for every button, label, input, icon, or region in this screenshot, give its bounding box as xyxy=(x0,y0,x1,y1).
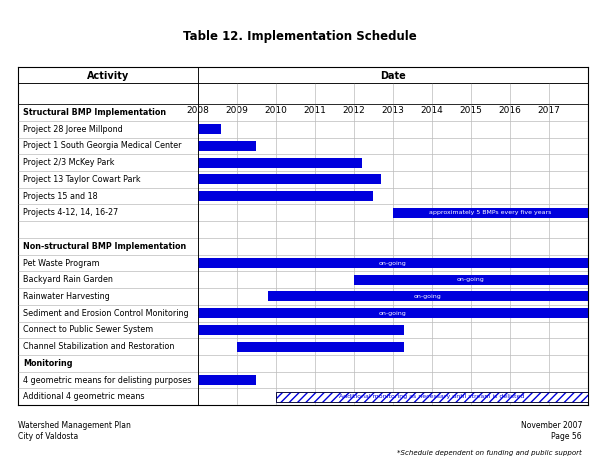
Text: Structural BMP Implementation: Structural BMP Implementation xyxy=(23,108,167,117)
Text: approximately 5 BMPs every five years: approximately 5 BMPs every five years xyxy=(429,210,551,215)
Text: Activity: Activity xyxy=(86,71,129,81)
Bar xyxy=(197,191,373,201)
Bar xyxy=(197,175,381,184)
Bar xyxy=(197,308,588,318)
Text: Connect to Public Sewer System: Connect to Public Sewer System xyxy=(23,325,154,334)
Bar xyxy=(354,275,588,285)
Bar xyxy=(236,342,404,351)
Bar xyxy=(275,392,588,402)
Text: Rainwater Harvesting: Rainwater Harvesting xyxy=(23,292,110,301)
Text: Date: Date xyxy=(380,71,406,81)
Text: Non-structural BMP Implementation: Non-structural BMP Implementation xyxy=(23,242,187,251)
Text: Additional 4 geometric means: Additional 4 geometric means xyxy=(23,392,145,401)
Text: Projects 4-12, 14, 16-27: Projects 4-12, 14, 16-27 xyxy=(23,208,119,217)
Text: Pet Waste Program: Pet Waste Program xyxy=(23,258,100,268)
Bar xyxy=(197,375,256,385)
Text: Sediment and Erosion Control Monitoring: Sediment and Erosion Control Monitoring xyxy=(23,309,189,318)
Bar xyxy=(197,141,256,151)
Bar xyxy=(268,291,588,301)
Bar xyxy=(197,158,362,168)
Text: *Schedule dependent on funding and public support: *Schedule dependent on funding and publi… xyxy=(397,450,582,456)
Bar xyxy=(275,392,588,402)
Text: Watershed Management Plan
City of Valdosta: Watershed Management Plan City of Valdos… xyxy=(18,421,131,441)
Text: on-going: on-going xyxy=(379,311,407,316)
Text: Project 2/3 McKey Park: Project 2/3 McKey Park xyxy=(23,158,115,167)
Text: November 2007
Page 56: November 2007 Page 56 xyxy=(521,421,582,441)
Text: Additional monitoring as necessary until stream is delisted: Additional monitoring as necessary until… xyxy=(339,394,524,399)
Text: on-going: on-going xyxy=(414,294,442,299)
Bar xyxy=(197,325,404,335)
Text: Table 12. Implementation Schedule: Table 12. Implementation Schedule xyxy=(183,30,417,43)
Text: Project 28 Joree Millpond: Project 28 Joree Millpond xyxy=(23,125,123,134)
Bar xyxy=(197,124,221,134)
Text: Backyard Rain Garden: Backyard Rain Garden xyxy=(23,275,113,284)
Text: Projects 15 and 18: Projects 15 and 18 xyxy=(23,192,98,200)
Bar xyxy=(393,208,588,218)
Bar xyxy=(197,258,588,268)
Text: 4 geometric means for delisting purposes: 4 geometric means for delisting purposes xyxy=(23,375,192,385)
Text: Project 1 South Georgia Medical Center: Project 1 South Georgia Medical Center xyxy=(23,142,182,150)
Text: on-going: on-going xyxy=(457,277,485,282)
Text: on-going: on-going xyxy=(379,261,407,265)
Text: Monitoring: Monitoring xyxy=(23,359,73,368)
Text: Channel Stabilization and Restoration: Channel Stabilization and Restoration xyxy=(23,342,175,351)
Text: Project 13 Taylor Cowart Park: Project 13 Taylor Cowart Park xyxy=(23,175,141,184)
